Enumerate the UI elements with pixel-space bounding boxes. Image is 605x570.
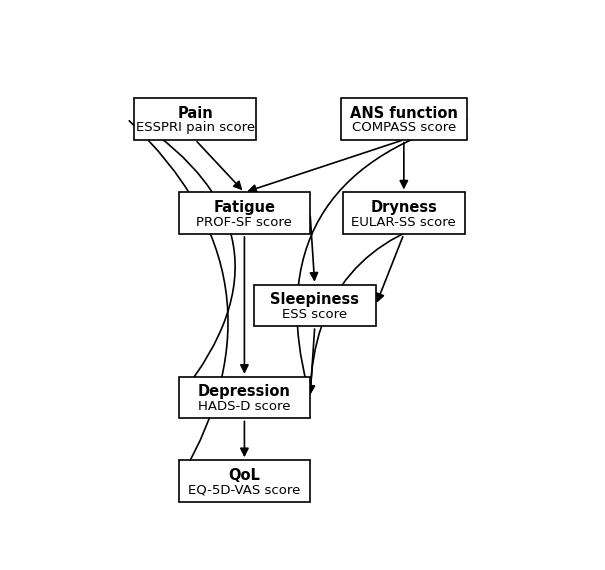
Text: HADS-D score: HADS-D score [198, 400, 290, 413]
Text: PROF-SF score: PROF-SF score [197, 215, 292, 229]
Text: Depression: Depression [198, 384, 291, 400]
Text: Fatigue: Fatigue [214, 200, 275, 215]
Text: EULAR-SS score: EULAR-SS score [352, 215, 456, 229]
FancyBboxPatch shape [254, 284, 376, 326]
Text: ESS score: ESS score [282, 308, 347, 321]
Text: Sleepiness: Sleepiness [270, 292, 359, 307]
FancyBboxPatch shape [178, 460, 310, 502]
Text: EQ-5D-VAS score: EQ-5D-VAS score [188, 483, 301, 496]
FancyBboxPatch shape [341, 98, 467, 140]
Text: Pain: Pain [177, 105, 213, 121]
FancyBboxPatch shape [178, 377, 310, 418]
FancyBboxPatch shape [134, 98, 256, 140]
Text: COMPASS score: COMPASS score [352, 121, 456, 134]
Text: QoL: QoL [229, 468, 260, 483]
FancyBboxPatch shape [343, 193, 465, 234]
Text: ESSPRI pain score: ESSPRI pain score [136, 121, 255, 134]
Text: ANS function: ANS function [350, 105, 458, 121]
FancyBboxPatch shape [178, 193, 310, 234]
Text: Dryness: Dryness [370, 200, 437, 215]
